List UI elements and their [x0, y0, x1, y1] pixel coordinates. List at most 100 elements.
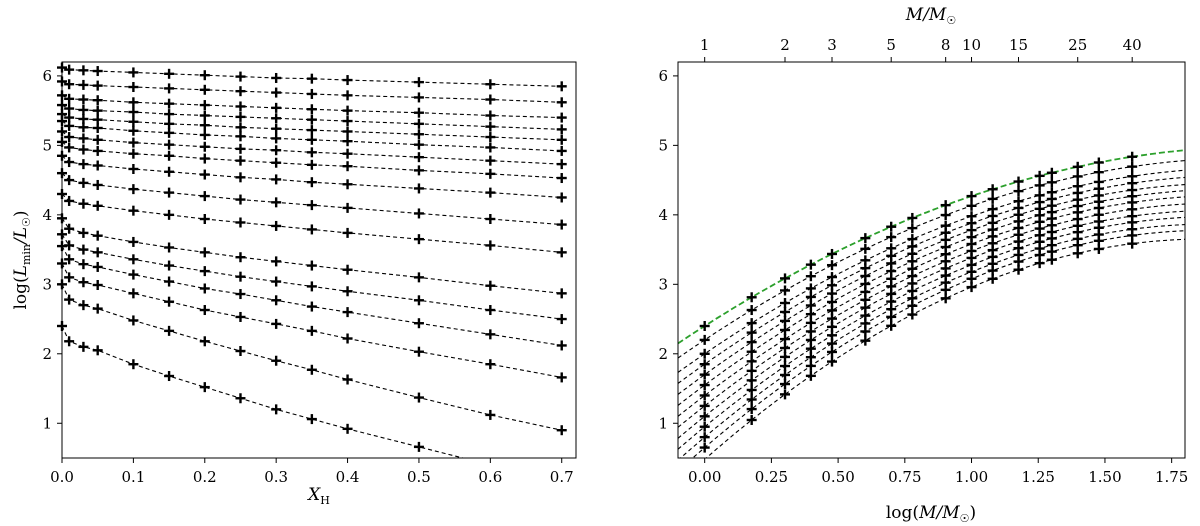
right-x-tick-label: 0.25 [755, 468, 788, 486]
left-series-13-point [556, 124, 567, 135]
left-series-8-point [64, 157, 75, 168]
left-y-tick-label: 1 [42, 414, 52, 432]
right-series-5-point [699, 380, 710, 391]
left-series-7-point [271, 197, 282, 208]
left-x-tick-label: 0.6 [478, 468, 502, 486]
left-x-tick-label: 0.7 [550, 468, 574, 486]
right-top-tick-label: 1 [700, 36, 710, 54]
right-series-1-point [1093, 167, 1104, 178]
left-series-6-point [342, 227, 353, 238]
left-series-1-point [342, 374, 353, 385]
right-series-9-point [780, 361, 791, 372]
left-series-5-point [78, 227, 89, 238]
left-series-9-point [342, 161, 353, 172]
left-series-7-line [61, 172, 562, 226]
left-series-1-point [164, 325, 175, 336]
right-series-12-point [860, 335, 871, 346]
right-series-0-point [1013, 176, 1024, 187]
right-series-12-point [940, 293, 951, 304]
right-series-1-point [1013, 186, 1024, 197]
left-series-10-point [128, 137, 139, 148]
left-series-9-point [164, 150, 175, 161]
left-series-15-point [271, 87, 282, 98]
left-series-10-point [64, 132, 75, 143]
right-series-4-point [805, 300, 816, 311]
right-series-1-point [1127, 161, 1138, 172]
left-series-7-point [235, 194, 246, 205]
left-series-8-point [485, 187, 496, 198]
right-series-12-point [1034, 258, 1045, 269]
left-series-5-point [128, 236, 139, 247]
right-y-tick-label: 1 [658, 414, 668, 432]
right-series-10-point [780, 369, 791, 380]
right-series-12-point [1072, 248, 1083, 259]
right-y-ticks: 1 2 3 4 5 6 [658, 67, 678, 432]
right-series-8-line [678, 210, 1185, 439]
right-series-7-point [805, 326, 816, 337]
right-panel: 0.00 0.25 0.50 0.75 1.00 1.25 1.50 1.75 123456 … [658, 5, 1188, 525]
right-series-12-point [987, 273, 998, 284]
right-series-5-point [746, 346, 757, 357]
left-series-1-point [413, 392, 424, 403]
left-series-2-point [306, 325, 317, 336]
left-x-axis-label: XH [306, 485, 330, 507]
left-series-16-point [164, 68, 175, 79]
left-series-12-point [342, 126, 353, 137]
right-series-0-point [886, 221, 897, 232]
right-series-7-line [678, 203, 1185, 428]
left-series-4-point [306, 281, 317, 292]
left-series-0-point [164, 371, 175, 382]
left-series-3-point [235, 289, 246, 300]
right-top-ticks: 1 2 3 5 8 10 15 25 40 [700, 36, 1142, 62]
left-series-15-point [78, 79, 89, 90]
left-series-9-point [485, 168, 496, 179]
left-series-11-point [128, 125, 139, 136]
right-series-8-point [805, 334, 816, 345]
right-series-2-point [780, 298, 791, 309]
right-series-4-point [746, 337, 757, 348]
right-series-9-point [805, 343, 816, 354]
left-y-ticks: 1 2 3 4 5 6 [42, 67, 62, 432]
left-series-10-point [78, 133, 89, 144]
left-series-7-point [92, 179, 103, 190]
right-series-2-point [746, 318, 757, 329]
left-series-10-point [271, 145, 282, 156]
right-series-10-point [805, 352, 816, 363]
left-series-10-point [556, 159, 567, 170]
left-series-13-point [306, 114, 317, 125]
left-y-tick-label: 5 [42, 136, 52, 154]
left-series-11-point [342, 136, 353, 147]
right-x-tick-label: 1.75 [1155, 468, 1188, 486]
left-series-14-point [78, 94, 89, 105]
left-series-16-point [64, 64, 75, 75]
left-series-8-point [78, 159, 89, 170]
left-series-0-point [306, 414, 317, 425]
right-series-12-point [780, 389, 791, 400]
left-series-11-point [199, 129, 210, 140]
left-series-9-point [128, 148, 139, 159]
left-series-14-point [413, 107, 424, 118]
right-series-12-point [1093, 243, 1104, 254]
right-series-1-point [966, 200, 977, 211]
right-series-11-point [860, 326, 871, 337]
left-series-13-point [199, 110, 210, 121]
right-series-0-point [805, 259, 816, 270]
right-y-tick-label: 2 [658, 345, 668, 363]
right-top-tick-label: 8 [941, 36, 951, 54]
right-series-1-point [1046, 177, 1057, 188]
left-series-0-point [199, 382, 210, 393]
right-x-tick-label: 1.25 [1022, 468, 1055, 486]
right-series-6-point [746, 356, 757, 367]
right-markers [699, 151, 1138, 453]
left-x-tick-label: 0.4 [336, 468, 360, 486]
left-series-0-line [61, 325, 464, 459]
left-series-1-point [199, 336, 210, 347]
left-y-tick-label: 4 [42, 206, 52, 224]
left-series-12-point [64, 112, 75, 123]
left-series-2-point [235, 311, 246, 322]
left-series-7-point [556, 219, 567, 230]
left-series-5-point [235, 252, 246, 263]
left-series-4-point [199, 266, 210, 277]
right-series-1-point [780, 285, 791, 296]
right-plot-frame [677, 61, 1186, 459]
